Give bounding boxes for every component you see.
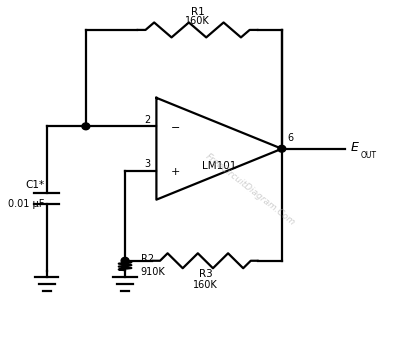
Text: $+$: $+$ [170, 166, 180, 177]
Circle shape [121, 257, 129, 264]
Text: R2
910K: R2 910K [140, 254, 165, 277]
Text: R3: R3 [198, 269, 212, 279]
Text: 3: 3 [144, 159, 150, 169]
Text: $-$: $-$ [170, 121, 180, 131]
Text: 160K: 160K [193, 280, 217, 290]
Text: 0.01 μF: 0.01 μF [8, 199, 45, 209]
Circle shape [277, 145, 285, 152]
Text: LM101: LM101 [201, 161, 236, 171]
Text: 2: 2 [144, 115, 150, 125]
Text: 6: 6 [287, 132, 293, 142]
Text: R1: R1 [190, 7, 204, 17]
Circle shape [82, 123, 90, 130]
Text: 160K: 160K [185, 16, 209, 26]
Text: C1*: C1* [25, 180, 45, 190]
Text: OUT: OUT [360, 151, 376, 160]
Text: FreeCircuitDiagram.Com: FreeCircuitDiagram.Com [203, 152, 296, 227]
Text: $E$: $E$ [350, 140, 360, 154]
